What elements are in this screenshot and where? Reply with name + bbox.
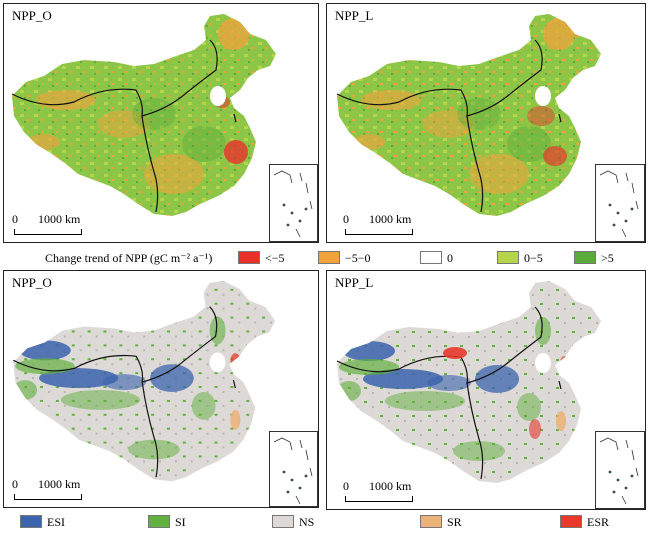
panel-title: NPP_O bbox=[12, 8, 52, 23]
south-china-sea-inset bbox=[595, 164, 645, 242]
south-china-sea-inset bbox=[269, 431, 318, 507]
significance-legend: ESI SI NS SR ESR bbox=[0, 512, 650, 534]
legend-item: >5 bbox=[574, 251, 614, 266]
panel-title: NPP_L bbox=[335, 8, 374, 23]
legend-item: ESI bbox=[20, 515, 65, 530]
legend-item: 0 bbox=[420, 251, 453, 266]
legend-title: Change trend of NPP (gC m⁻² a⁻¹) bbox=[45, 251, 213, 265]
legend-item: 0−5 bbox=[497, 251, 543, 266]
map-panel-npp-o-significance: NPP_O 0 1000 km bbox=[3, 270, 319, 508]
panel-title: NPP_O bbox=[12, 275, 52, 290]
panel-title: NPP_L bbox=[335, 275, 374, 290]
legend-item: NS bbox=[272, 515, 314, 530]
map-panel-npp-l-trend: NPP_L 0 1000 km bbox=[326, 3, 646, 243]
map-panel-npp-l-significance: NPP_L 0 1000 km bbox=[326, 270, 646, 510]
south-china-sea-inset bbox=[595, 431, 645, 509]
legend-item: −5−0 bbox=[318, 251, 371, 266]
south-china-sea-inset bbox=[269, 164, 318, 242]
map-panel-npp-o-trend: NPP_O 0 1000 km bbox=[3, 3, 319, 243]
legend-item: SI bbox=[148, 515, 186, 530]
legend-item: SR bbox=[420, 515, 462, 530]
legend-item: ESR bbox=[560, 515, 609, 530]
trend-legend: Change trend of NPP (gC m⁻² a⁻¹) <−5 −5−… bbox=[0, 248, 650, 270]
legend-item: <−5 bbox=[238, 251, 285, 266]
